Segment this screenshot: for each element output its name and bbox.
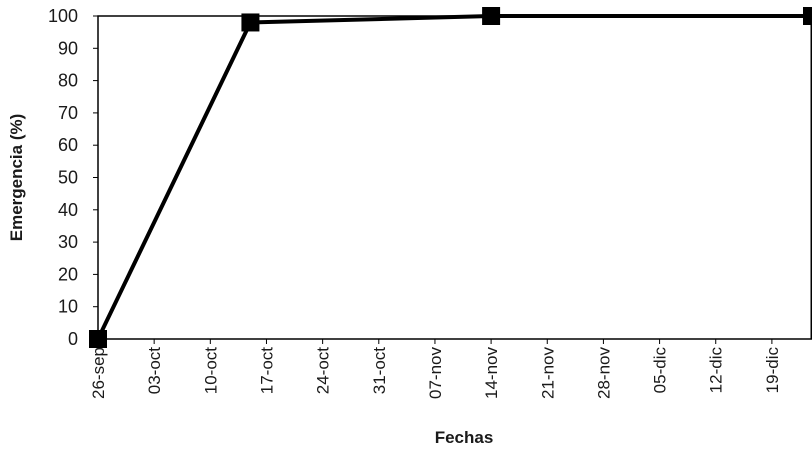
y-axis-ticks: 0 10 20 30 40 50 60 70 80 90 100 bbox=[48, 6, 98, 349]
x-tick-label: 19-dic bbox=[763, 347, 782, 394]
x-axis-title: Fechas bbox=[435, 428, 494, 447]
x-tick-label: 07-nov bbox=[426, 347, 445, 399]
y-tick-label: 40 bbox=[58, 200, 78, 220]
x-tick-label: 26-sep bbox=[89, 347, 108, 399]
x-tick-label: 21-nov bbox=[538, 347, 557, 399]
y-tick-label: 60 bbox=[58, 135, 78, 155]
y-tick-label: 90 bbox=[58, 38, 78, 58]
y-tick-label: 10 bbox=[58, 297, 78, 317]
data-point-marker bbox=[482, 7, 500, 25]
y-tick-label: 70 bbox=[58, 103, 78, 123]
y-tick-label: 80 bbox=[58, 71, 78, 91]
x-tick-label: 10-oct bbox=[201, 347, 220, 395]
x-tick-label: 28-nov bbox=[594, 347, 613, 399]
x-axis-ticks: 26-sep 03-oct 10-oct 17-oct 24-oct 31-oct 07-n… bbox=[89, 339, 782, 399]
series-line bbox=[98, 16, 812, 339]
y-tick-label: 0 bbox=[68, 329, 78, 349]
x-tick-label: 12-dic bbox=[707, 347, 726, 394]
data-point-marker bbox=[89, 330, 107, 348]
data-point-marker bbox=[803, 7, 812, 25]
y-tick-label: 20 bbox=[58, 264, 78, 284]
x-tick-label: 14-nov bbox=[482, 347, 501, 399]
x-tick-label: 24-oct bbox=[314, 347, 333, 395]
data-point-marker bbox=[241, 13, 259, 31]
y-tick-label: 100 bbox=[48, 6, 78, 26]
y-axis-title: Emergencia (%) bbox=[7, 114, 26, 242]
y-tick-label: 30 bbox=[58, 232, 78, 252]
x-tick-label: 31-oct bbox=[370, 347, 389, 395]
series-layer bbox=[89, 7, 812, 348]
plot-area-frame bbox=[98, 16, 811, 339]
x-tick-label: 05-dic bbox=[651, 347, 670, 394]
y-tick-label: 50 bbox=[58, 168, 78, 188]
x-tick-label: 17-oct bbox=[257, 347, 276, 395]
x-tick-label: 03-oct bbox=[145, 347, 164, 395]
